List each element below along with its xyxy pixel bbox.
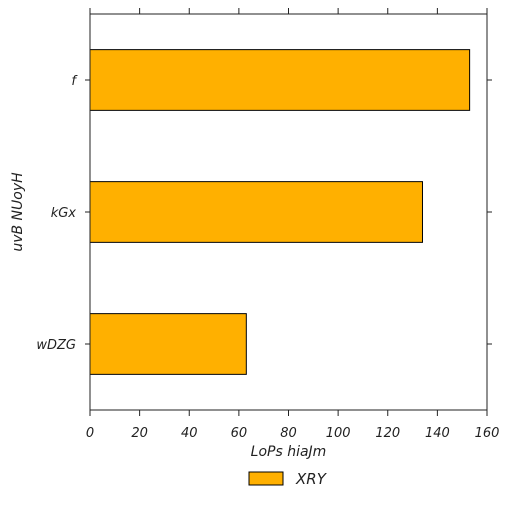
x-tick-label: 120 (375, 426, 400, 441)
x-tick-label: 20 (131, 426, 148, 441)
y-tick-label: wDZG (36, 338, 76, 353)
x-tick-label: 160 (475, 426, 500, 441)
x-tick-label: 0 (86, 426, 94, 441)
x-tick-label: 60 (231, 426, 248, 441)
ticks-layer: f kGx wDZG 0 20 40 60 80 100 120 140 160 (36, 8, 499, 441)
y-tick-label: f (71, 74, 78, 89)
bars-layer (89, 49, 471, 375)
x-tick-label: 140 (425, 426, 450, 441)
bar-kGx (89, 181, 423, 243)
legend-swatch (248, 471, 284, 486)
legend-label: XRY (295, 470, 328, 488)
x-axis-title: LoPs hiaJm (251, 444, 327, 460)
legend: XRY (248, 470, 328, 488)
x-tick-label: 100 (326, 426, 351, 441)
x-tick-label: 40 (181, 426, 198, 441)
bar-f (89, 49, 471, 111)
y-axis-title: uvB NUoyH (10, 172, 26, 252)
bar-wDZG (89, 313, 247, 375)
x-tick-label: 80 (280, 426, 297, 441)
y-tick-label: kGx (51, 206, 77, 221)
